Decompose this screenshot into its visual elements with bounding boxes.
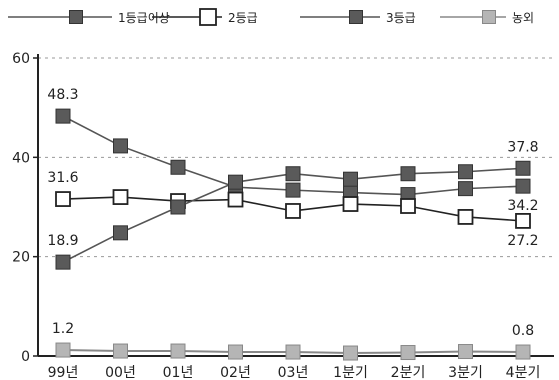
x-tick-label: 1분기 <box>333 365 368 380</box>
legend-marker <box>199 8 217 26</box>
series-3 <box>55 160 531 270</box>
data-point <box>170 199 186 215</box>
data-point <box>458 344 473 360</box>
legend-marker <box>69 10 83 24</box>
data-label: 27.2 <box>507 233 538 249</box>
data-label: 0.8 <box>512 323 534 339</box>
x-tick-label: 99년 <box>48 365 79 380</box>
data-point <box>400 166 416 182</box>
data-point <box>55 191 71 207</box>
data-point <box>113 138 128 154</box>
x-tick-label: 03년 <box>278 365 309 380</box>
data-point <box>113 225 128 241</box>
data-label: 34.2 <box>507 198 538 214</box>
legend-label: 농외 <box>512 11 534 25</box>
data-point <box>458 164 473 180</box>
legend-item: 1등급이상 <box>8 10 170 25</box>
data-point <box>457 209 474 225</box>
data-point <box>343 345 358 361</box>
data-point <box>170 159 186 175</box>
x-tick-label: 4분기 <box>506 365 541 380</box>
legend-item: 3등급 <box>300 10 416 25</box>
legend: 1등급이상 2등급 3등급 농외 <box>8 8 534 26</box>
data-point <box>515 344 531 360</box>
x-tick-label: 00년 <box>105 365 136 380</box>
data-label: 18.9 <box>47 233 78 249</box>
data-label: 1.2 <box>52 321 74 337</box>
y-tick-label: 40 <box>12 150 30 166</box>
data-point <box>55 342 71 358</box>
x-tick-label: 01년 <box>163 365 194 380</box>
legend-item: 농외 <box>440 10 534 25</box>
data-point <box>228 344 243 360</box>
series-lines <box>55 108 531 361</box>
data-point <box>113 343 128 359</box>
legend-label: 1등급이상 <box>118 11 170 25</box>
legend-label: 2등급 <box>228 11 258 25</box>
data-point <box>342 196 359 212</box>
x-tick-label: 02년 <box>220 365 251 380</box>
data-label: 37.8 <box>507 139 538 155</box>
data-point <box>285 166 301 182</box>
legend-marker <box>349 10 363 24</box>
y-tick-label: 0 <box>21 349 30 365</box>
data-point <box>400 198 416 214</box>
data-point <box>112 189 129 205</box>
series-1 <box>55 108 531 203</box>
data-labels: 48.3 31.6 18.9 1.2 37.8 34.2 27.2 0.8 <box>47 87 538 339</box>
data-point <box>170 343 186 359</box>
data-label: 48.3 <box>47 87 78 103</box>
data-label: 31.6 <box>47 170 78 186</box>
data-point <box>458 181 473 197</box>
data-point <box>55 108 71 124</box>
data-point <box>227 191 244 208</box>
data-point <box>285 203 301 219</box>
data-point <box>400 345 416 361</box>
data-point <box>515 213 531 229</box>
x-tick-label: 3분기 <box>448 365 483 380</box>
data-point <box>228 174 243 190</box>
legend-marker <box>482 10 496 24</box>
y-tick-label: 60 <box>12 51 30 67</box>
data-point <box>343 171 358 187</box>
data-point <box>515 178 531 194</box>
data-point <box>285 182 301 198</box>
data-point <box>55 254 71 270</box>
data-point <box>285 344 301 360</box>
legend-item: 2등급 <box>152 8 258 26</box>
legend-label: 3등급 <box>386 11 416 25</box>
x-tick-label: 2분기 <box>391 365 426 380</box>
data-point <box>515 160 531 176</box>
grid-lines <box>38 57 554 258</box>
y-tick-label: 20 <box>12 250 30 266</box>
series-4 <box>55 342 531 361</box>
